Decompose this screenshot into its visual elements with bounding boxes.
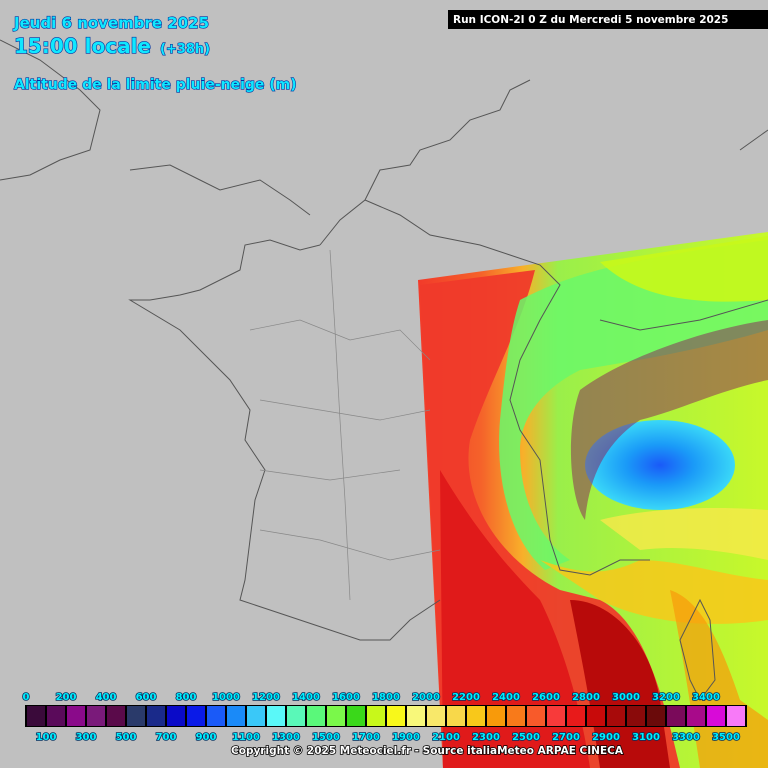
scale-box [727,706,745,726]
color-scale: 0 200 400 600 800 1000 1200 1400 1600 1800 2000 220… [22,691,747,744]
scale-label: 0 [23,692,30,703]
scale-box [647,706,665,726]
scale-box [247,706,265,726]
scale-label: 700 [156,732,177,743]
scale-label: 100 [36,732,57,743]
scale-box [127,706,145,726]
scale-label: 1000 [212,692,240,703]
scale-box [387,706,405,726]
scale-label: 2400 [492,692,520,703]
local-time: 15:00 locale [14,34,151,58]
scale-label: 2800 [572,692,600,703]
scale-box [307,706,325,726]
scale-label: 3200 [652,692,680,703]
scale-box [47,706,65,726]
scale-box [167,706,185,726]
scale-box [427,706,445,726]
run-banner [448,10,768,29]
scale-label: 1900 [392,732,420,743]
scale-box [607,706,625,726]
field-title: Altitude de la limite pluie-neige (m) [14,77,297,93]
scale-box [287,706,305,726]
scale-box [507,706,525,726]
scale-label: 3300 [672,732,700,743]
scale-box [667,706,685,726]
date: Jeudi 6 novembre 2025 [13,14,209,32]
scale-label: 1500 [312,732,340,743]
scale-label: 2200 [452,692,480,703]
scale-label: 2600 [532,692,560,703]
scale-box [707,706,725,726]
scale-box [447,706,465,726]
scale-label: 1600 [332,692,360,703]
scale-label: 600 [136,692,157,703]
scale-label: 3500 [712,732,740,743]
scale-label: 1700 [352,732,380,743]
scale-box [367,706,385,726]
lead-time: (+38h) [160,42,210,57]
scale-box [207,706,225,726]
scale-label: 300 [76,732,97,743]
run-info: Run ICON-2I 0 Z du Mercredi 5 novembre 2… [453,14,728,26]
scale-box [627,706,645,726]
copyright: Copyright © 2025 Meteociel.fr - Source i… [231,745,624,757]
scale-label: 2900 [592,732,620,743]
scale-box [487,706,505,726]
scale-label: 3100 [632,732,660,743]
scale-box [347,706,365,726]
scale-box [527,706,545,726]
scale-label: 500 [116,732,137,743]
scale-label: 400 [96,692,117,703]
scale-label: 900 [196,732,217,743]
scale-box [27,706,45,726]
scale-box [327,706,345,726]
scale-box [467,706,485,726]
scale-label: 2100 [432,732,460,743]
scale-box [227,706,245,726]
scale-label: 2000 [412,692,440,703]
scale-box [567,706,585,726]
scale-box [107,706,125,726]
scale-box [67,706,85,726]
scale-label: 1200 [252,692,280,703]
scale-frame [25,705,747,727]
scale-box [187,706,205,726]
scale-label: 1400 [292,692,320,703]
scale-label: 1800 [372,692,400,703]
scale-box [547,706,565,726]
scale-box [587,706,605,726]
scale-box [87,706,105,726]
scale-label: 2500 [512,732,540,743]
scale-box [687,706,705,726]
scale-box [407,706,425,726]
scale-label: 3000 [612,692,640,703]
scale-label: 2300 [472,732,500,743]
scale-label: 800 [176,692,197,703]
scale-box [147,706,165,726]
scale-label: 1300 [272,732,300,743]
model-field [418,232,768,768]
scale-label: 3400 [692,692,720,703]
scale-box [267,706,285,726]
borders [0,39,768,701]
scale-label: 200 [56,692,77,703]
scale-label: 2700 [552,732,580,743]
scale-label: 1100 [232,732,260,743]
